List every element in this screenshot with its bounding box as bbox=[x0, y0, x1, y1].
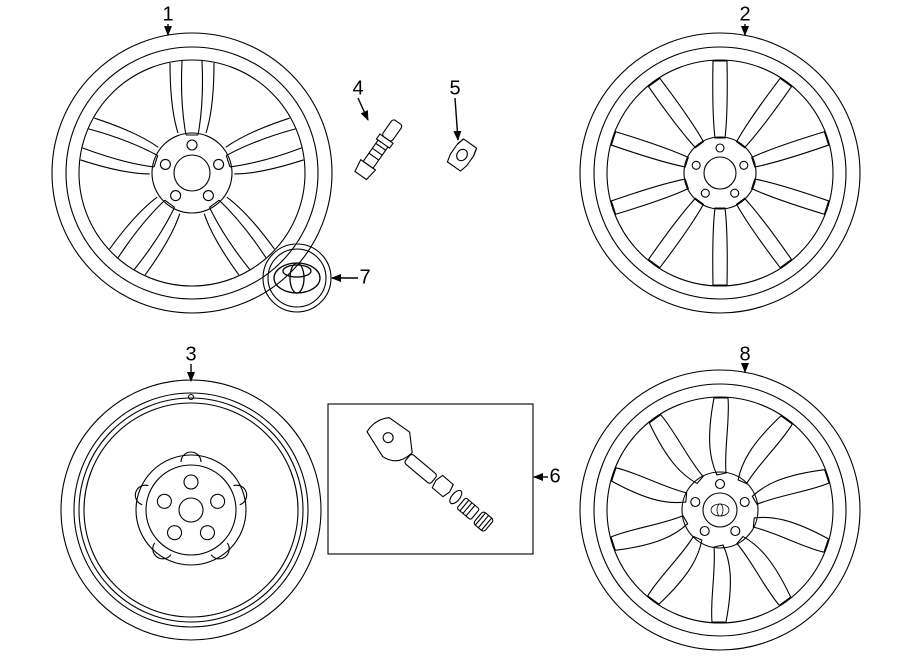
wheel-1 bbox=[52, 33, 332, 313]
callout-8: 8 bbox=[739, 344, 750, 367]
diagram-canvas: 1 2 3 4 5 6 7 8 bbox=[0, 0, 900, 661]
callout-4: 4 bbox=[352, 78, 363, 101]
wheel-2 bbox=[580, 33, 860, 313]
callout-2: 2 bbox=[739, 4, 750, 27]
part-5-lug-nut bbox=[446, 138, 478, 172]
callout-3: 3 bbox=[185, 344, 196, 367]
callout-6: 6 bbox=[549, 466, 560, 489]
callout-7: 7 bbox=[359, 267, 370, 290]
callout-5: 5 bbox=[449, 78, 460, 101]
wheel-8 bbox=[580, 370, 860, 650]
part-7-center-cap bbox=[263, 244, 331, 312]
part-4-valve-stem bbox=[353, 117, 405, 181]
wheel-3-spare bbox=[61, 380, 321, 640]
part-6-tpms-box bbox=[328, 404, 533, 554]
callout-1: 1 bbox=[162, 4, 173, 27]
